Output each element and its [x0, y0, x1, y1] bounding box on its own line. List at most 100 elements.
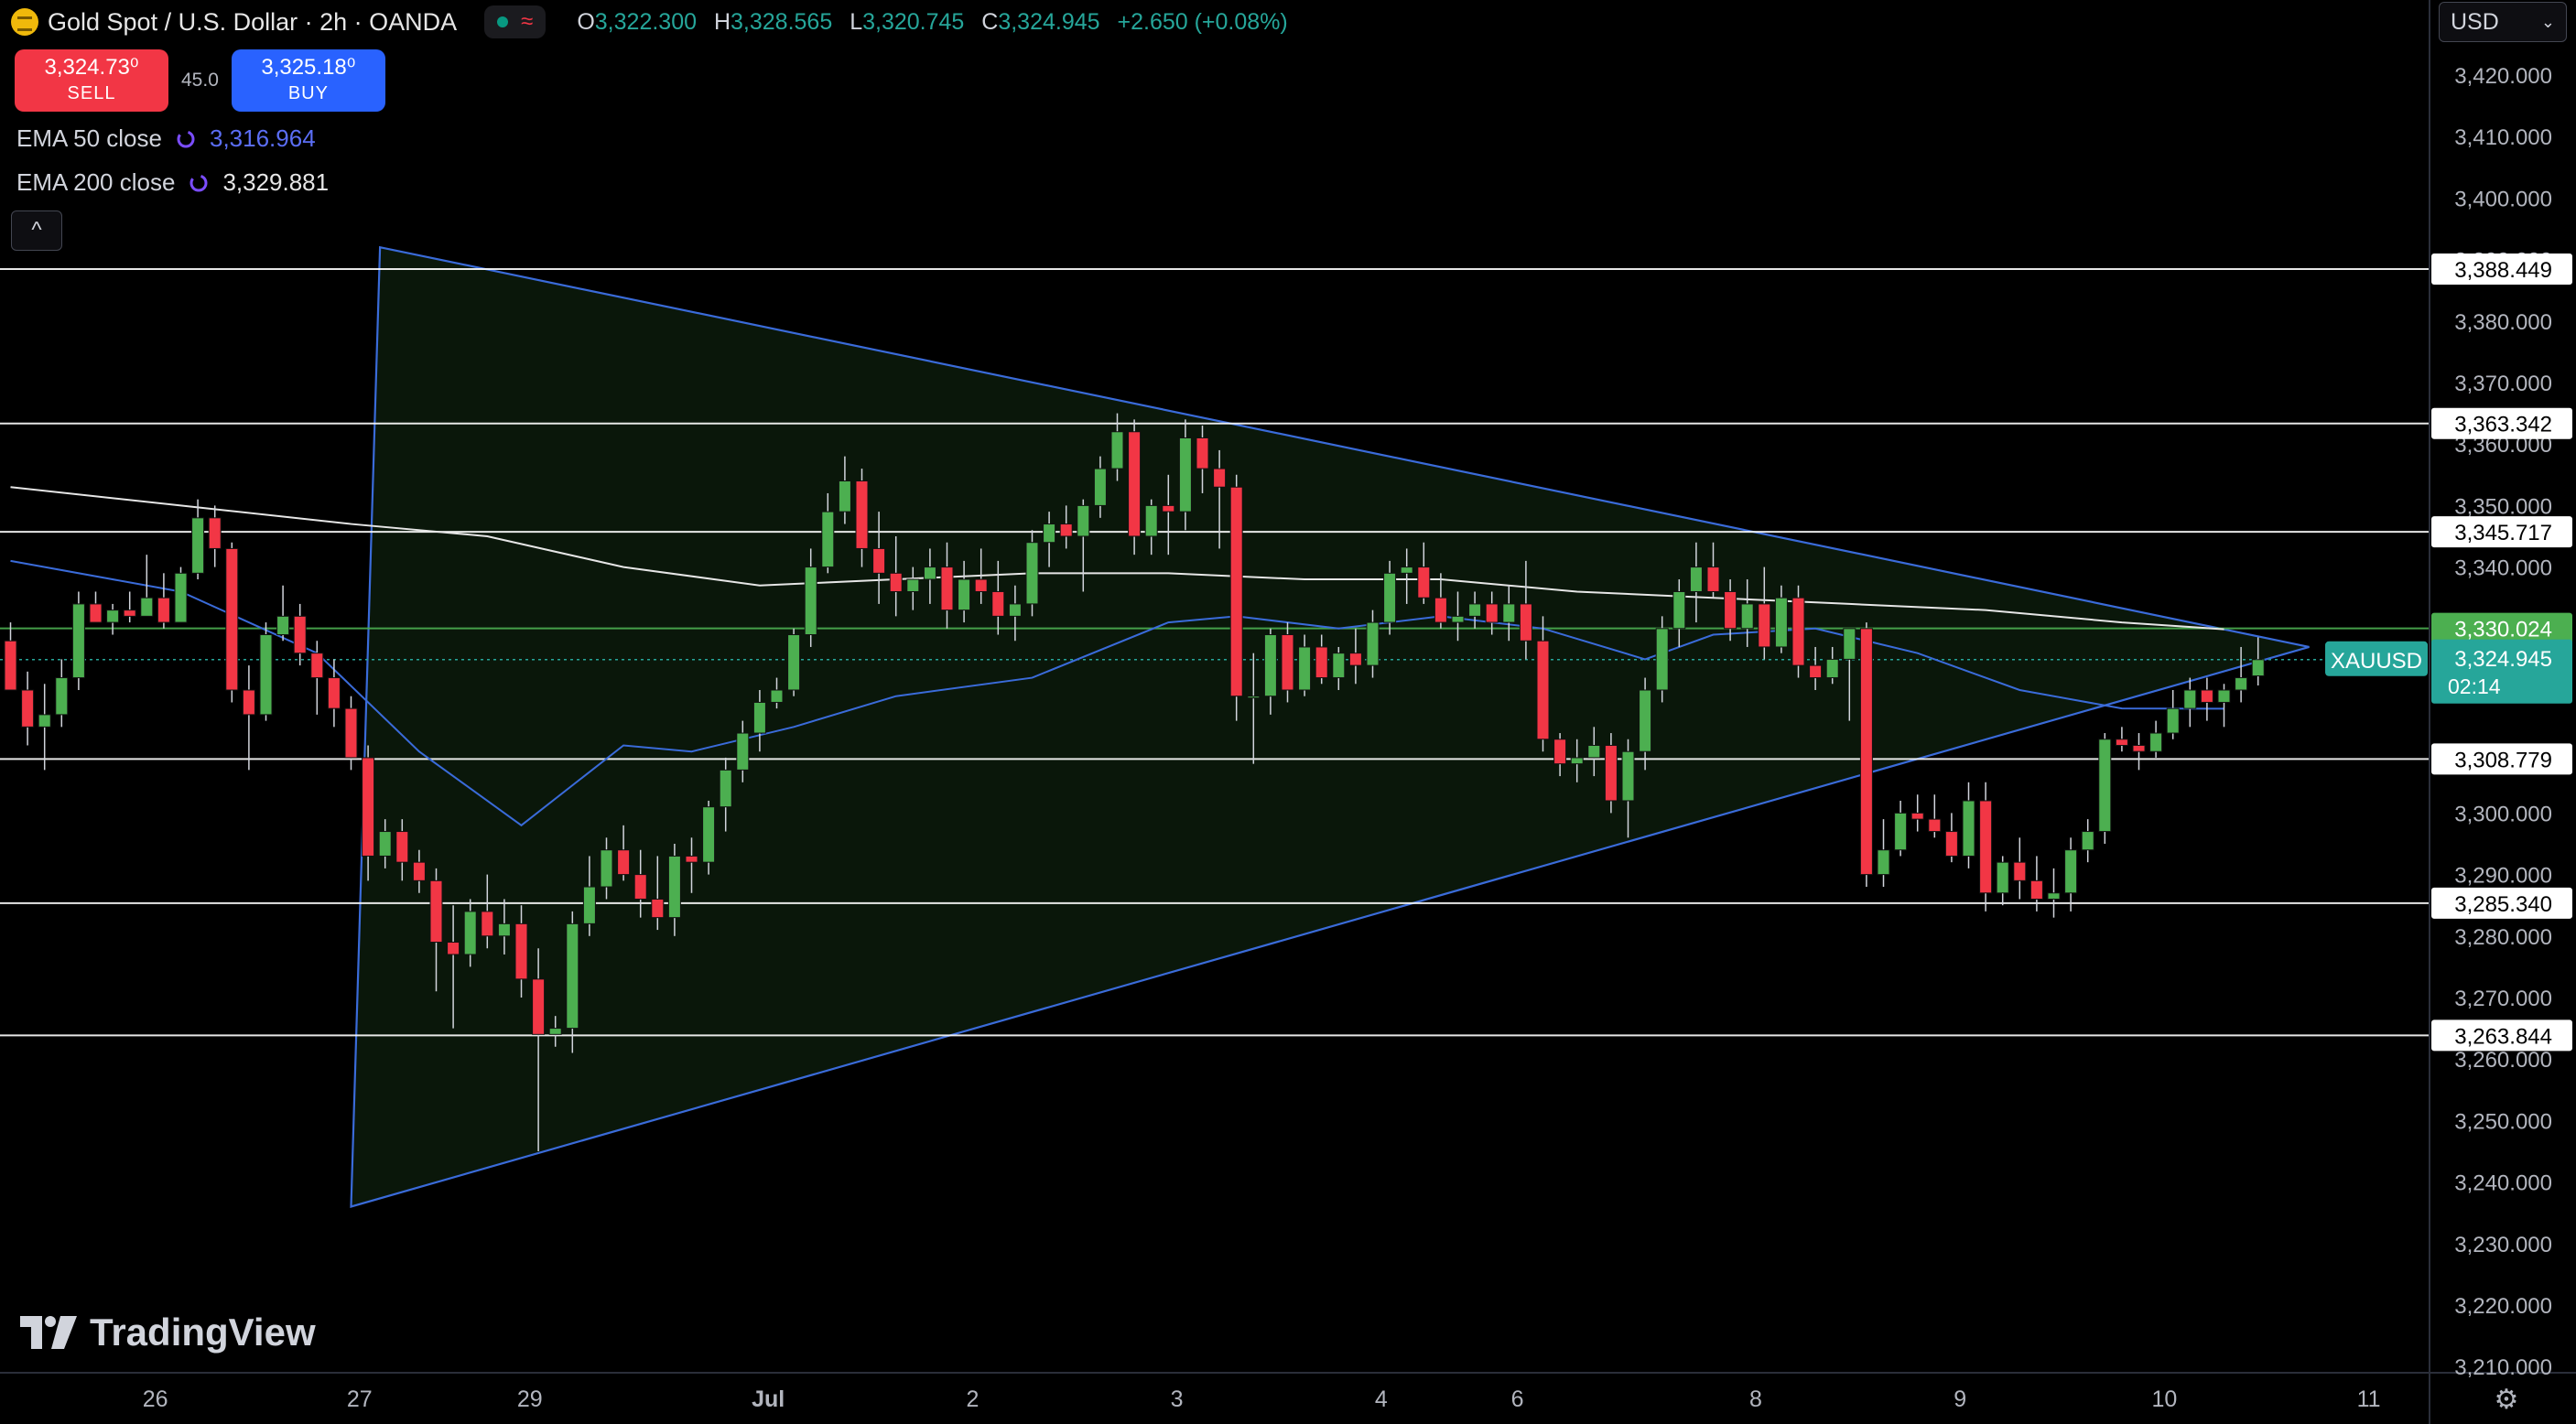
candle-body	[1774, 597, 1788, 648]
candle-body	[2235, 677, 2248, 691]
symbol-title[interactable]: Gold Spot / U.S. Dollar · 2h · OANDA	[48, 7, 458, 36]
candle-body	[344, 707, 358, 759]
x-tick-label: Jul	[752, 1386, 785, 1412]
candle-body	[2081, 831, 2094, 851]
candle-body	[259, 634, 273, 716]
candle-body	[1621, 750, 1635, 802]
candle-body	[1383, 572, 1397, 623]
x-tick-label: 27	[347, 1386, 373, 1412]
candle-body	[1910, 812, 1924, 820]
x-tick-label: 9	[1954, 1386, 1966, 1412]
candle-body	[923, 566, 936, 580]
level-price-badge	[2431, 254, 2572, 286]
symbol-tag	[2325, 641, 2428, 676]
candle-body	[1877, 849, 1890, 876]
candle-body	[412, 861, 426, 881]
candle-body	[378, 831, 392, 857]
candle-body	[1348, 653, 1362, 666]
collapse-legend-button[interactable]: ^	[11, 210, 62, 251]
candle-body	[21, 689, 35, 728]
y-tick-label: 3,350.000	[2454, 494, 2552, 519]
symbol-tag-label: XAUUSD	[2331, 649, 2422, 674]
candle-body	[1110, 431, 1124, 469]
candle-body	[191, 517, 205, 574]
market-open-dot-icon	[497, 16, 509, 27]
tradingview-mark-icon	[20, 1316, 77, 1349]
candle-body	[1162, 504, 1175, 512]
sell-button[interactable]: 3,324.73⁰ SELL	[15, 49, 168, 112]
candle-body	[242, 689, 255, 716]
x-tick-label: 3	[1171, 1386, 1184, 1412]
gear-icon[interactable]: ⚙	[2494, 1385, 2519, 1415]
candle-body	[1315, 646, 1328, 679]
candle-body	[974, 578, 988, 592]
candle-body	[719, 769, 732, 808]
level-price-badge	[2431, 407, 2572, 439]
candle-body	[1944, 831, 1958, 857]
candle-body	[1502, 603, 1516, 623]
y-tick-label: 3,280.000	[2454, 925, 2552, 950]
candle-body	[838, 480, 851, 512]
candle-body	[685, 855, 698, 863]
candle-body	[1859, 628, 1873, 876]
candle-body	[481, 911, 494, 937]
candle-body	[702, 806, 716, 863]
candle-body	[429, 879, 443, 944]
candle-body	[1758, 603, 1771, 648]
currency-select[interactable]: USD ⌄	[2439, 2, 2567, 42]
wave-icon: ≈	[521, 9, 534, 34]
y-tick-label: 3,340.000	[2454, 556, 2552, 581]
candle-body	[174, 572, 188, 623]
open-value: 3,322.300	[594, 8, 697, 35]
indicator-ema200[interactable]: EMA 200 close 3,329.881	[16, 168, 329, 197]
indicator-ema50[interactable]: EMA 50 close 3,316.964	[16, 124, 316, 153]
candle-body	[2200, 689, 2213, 703]
candle-body	[1434, 597, 1447, 623]
ema200-line	[10, 486, 2224, 631]
candle-body	[1263, 634, 1277, 697]
y-tick-label: 3,240.000	[2454, 1171, 2552, 1196]
y-tick-label: 3,290.000	[2454, 864, 2552, 889]
candle-body	[327, 677, 341, 709]
high-value: 3,328.565	[731, 8, 833, 35]
candle-body	[1655, 628, 1669, 691]
candle-body	[617, 849, 631, 876]
candle-body	[1843, 628, 1856, 660]
x-tick-label: 4	[1375, 1386, 1388, 1412]
candle-body	[1536, 640, 1550, 740]
candle-body	[2064, 849, 2078, 894]
candle-body	[38, 714, 51, 728]
candle-body	[71, 603, 85, 679]
y-tick-label: 3,410.000	[2454, 125, 2552, 150]
candle-body	[855, 480, 869, 549]
candle-body	[1672, 590, 1686, 630]
candle-body	[651, 898, 665, 919]
chevron-up-icon: ^	[31, 218, 42, 243]
candle-body	[1553, 739, 1567, 765]
y-tick-label: 3,260.000	[2454, 1048, 2552, 1073]
y-tick-label: 3,250.000	[2454, 1109, 2552, 1134]
y-tick-label: 3,210.000	[2454, 1355, 2552, 1380]
candle-body	[1979, 800, 1993, 894]
candle-body	[1468, 603, 1482, 617]
candle-body	[770, 689, 784, 703]
candle-body	[821, 511, 835, 568]
candle-body	[157, 597, 170, 623]
tradingview-logo[interactable]: TradingView	[20, 1311, 316, 1354]
candle-body	[447, 942, 460, 955]
trade-panel: 3,324.73⁰ SELL 45.0 3,325.18⁰ BUY	[15, 49, 385, 112]
sell-label: SELL	[67, 83, 116, 103]
level-price-label: 3,330.024	[2454, 618, 2552, 642]
ohlc-readout: O3,322.300 H3,328.565 L3,320.745 C3,324.…	[577, 8, 1288, 35]
buy-button[interactable]: 3,325.18⁰ BUY	[231, 49, 385, 112]
market-status-pill[interactable]: ≈	[484, 5, 547, 38]
candle-body	[1077, 504, 1090, 537]
candle-body	[1281, 634, 1294, 691]
candle-body	[1451, 615, 1465, 623]
current-price-badge	[2431, 639, 2572, 704]
candle-body	[225, 547, 239, 691]
change-value: +2.650 (+0.08%)	[1117, 8, 1288, 35]
candle-body	[208, 517, 222, 549]
candle-body	[1366, 621, 1380, 666]
